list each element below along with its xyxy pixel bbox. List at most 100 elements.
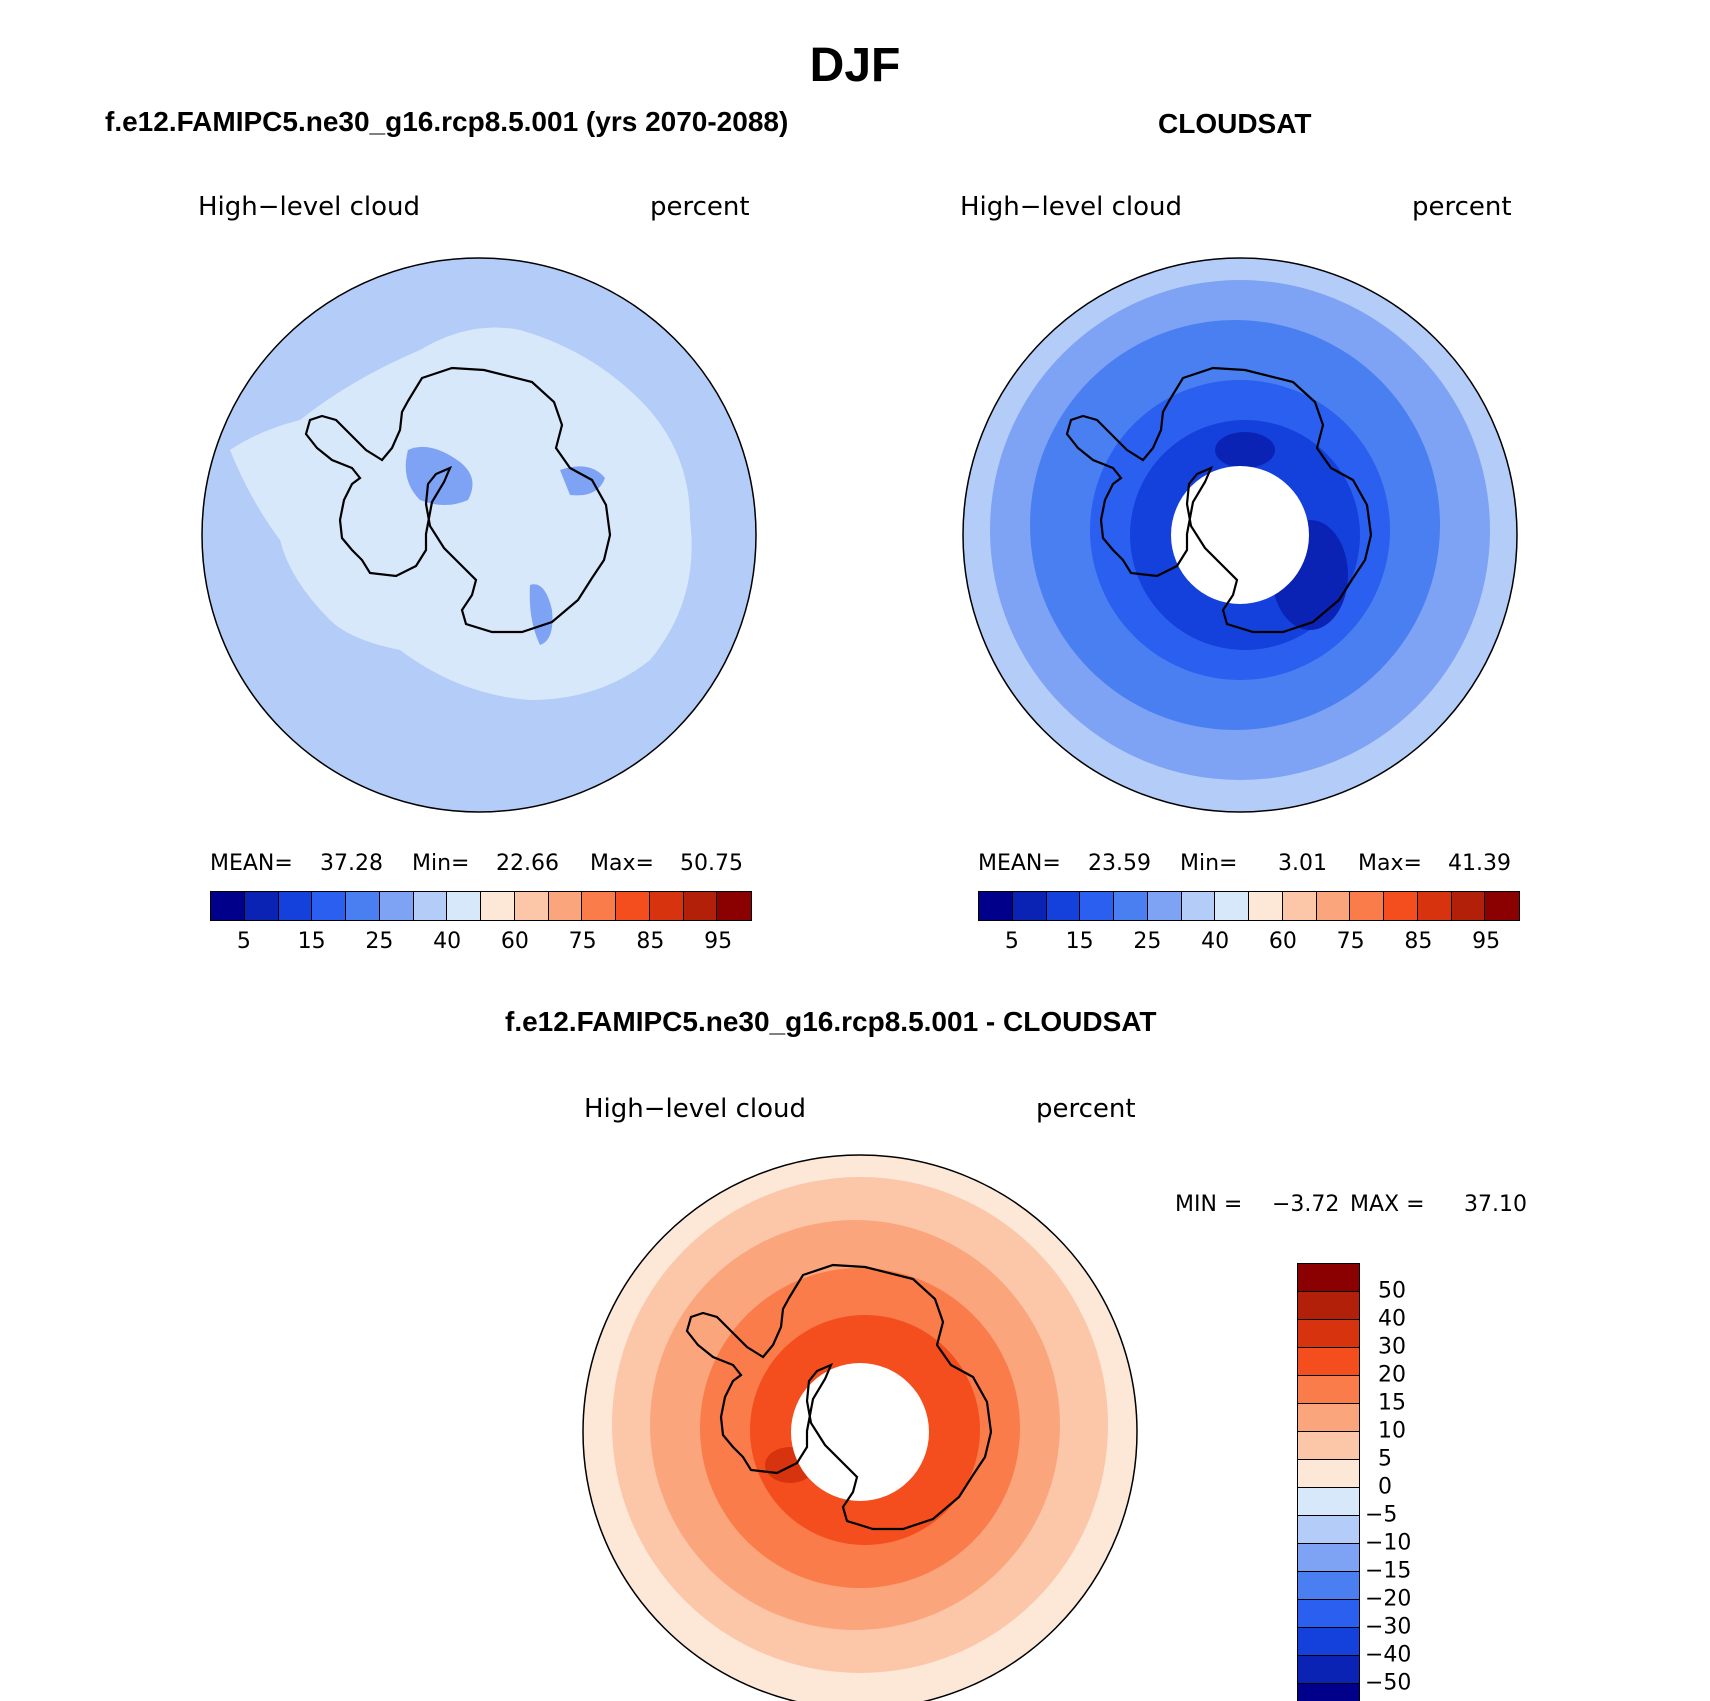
colorbar-swatch — [548, 892, 583, 920]
left-max-value: 50.75 — [680, 851, 743, 876]
colorbar-swatch — [211, 892, 245, 920]
colorbar-swatch — [683, 892, 718, 920]
diff-colorbar-swatch — [1298, 1264, 1359, 1292]
diff-colorbar-swatch — [1298, 1516, 1359, 1544]
diff-colorbar — [1297, 1263, 1360, 1701]
colorbar-swatch — [979, 892, 1013, 920]
diff-colorbar-tick-label: 50 — [1378, 1278, 1406, 1304]
diff-max-value: 37.10 — [1464, 1192, 1527, 1217]
diff-colorbar-swatch — [1298, 1600, 1359, 1628]
diff-variable-label: High−level cloud — [584, 1094, 807, 1124]
left-panel-heading: f.e12.FAMIPC5.ne30_g16.rcp8.5.001 (yrs 2… — [105, 106, 789, 137]
colorbar-tick-label: 25 — [1133, 929, 1162, 954]
diff-colorbar-tick-label: −15 — [1365, 1558, 1412, 1584]
diff-colorbar-tick-label: 30 — [1378, 1334, 1406, 1360]
diff-map — [582, 1154, 1138, 1701]
colorbar-swatch — [1012, 892, 1047, 920]
colorbar-swatch — [447, 892, 481, 920]
left-mean-value: 37.28 — [320, 851, 383, 876]
colorbar-swatch — [346, 892, 380, 920]
diff-colorbar-swatch — [1298, 1544, 1359, 1572]
colorbar-swatch — [1282, 892, 1317, 920]
diff-colorbar-tick-label: −30 — [1365, 1614, 1412, 1640]
diff-colorbar-tick-label: −50 — [1365, 1670, 1412, 1696]
figure-title: DJF — [809, 39, 901, 92]
colorbar-tick-label: 15 — [1065, 929, 1094, 954]
colorbar-swatch — [1147, 892, 1182, 920]
colorbar-swatch — [1215, 892, 1249, 920]
diff-colorbar-swatch — [1298, 1432, 1359, 1460]
colorbar-tick-label: 95 — [704, 929, 733, 954]
colorbar-tick-label: 40 — [433, 929, 462, 954]
colorbar-tick-label: 5 — [236, 929, 251, 954]
colorbar-swatch — [379, 892, 414, 920]
diff-colorbar-swatch — [1298, 1488, 1359, 1516]
diff-stats: MIN = −3.72 MAX = 37.10 — [1175, 1192, 1535, 1222]
diff-colorbar-tick-label: −10 — [1365, 1530, 1412, 1556]
colorbar-tick-label: 60 — [500, 929, 529, 954]
colorbar-swatch — [1350, 892, 1384, 920]
diff-panel-heading: f.e12.FAMIPC5.ne30_g16.rcp8.5.001 - CLOU… — [505, 1006, 1157, 1037]
diff-colorbar-swatch — [1298, 1684, 1359, 1701]
colorbar-swatch — [1114, 892, 1148, 920]
left-mean-label: MEAN= — [210, 851, 293, 876]
left-min-value: 22.66 — [496, 851, 559, 876]
right-max-value: 41.39 — [1448, 851, 1511, 876]
diff-colorbar-tick-label: −20 — [1365, 1586, 1412, 1612]
left-min-label: Min= — [412, 851, 470, 876]
right-panel-heading: CLOUDSAT — [1158, 108, 1312, 139]
diff-colorbar-swatch — [1298, 1292, 1359, 1320]
left-map-light-region — [230, 327, 692, 700]
colorbar-swatch — [717, 892, 751, 920]
diff-colorbar-tick-label: 15 — [1378, 1390, 1406, 1416]
right-min-label: Min= — [1180, 851, 1238, 876]
colorbar-tick-label: 85 — [1404, 929, 1433, 954]
colorbar-tick-label: 95 — [1472, 929, 1501, 954]
left-units-label: percent — [650, 192, 750, 222]
diff-colorbar-tick-label: 10 — [1378, 1418, 1406, 1444]
diff-colorbar-labels: 50 40 30 20 15 10 5 0 −5 −10 −15 −20 −30 −40 −50 — [1365, 1263, 1458, 1701]
colorbar-tick-label: 75 — [568, 929, 597, 954]
diff-colorbar-swatch — [1298, 1404, 1359, 1432]
diff-min-value: −3.72 — [1272, 1192, 1340, 1217]
diff-colorbar-swatch — [1298, 1460, 1359, 1488]
colorbar-swatch — [1485, 892, 1519, 920]
colorbar-tick-label: 15 — [297, 929, 326, 954]
colorbar-swatch — [1181, 892, 1216, 920]
colorbar-swatch — [481, 892, 515, 920]
right-variable-label: High−level cloud — [960, 192, 1183, 222]
right-map-no-data-hole — [1171, 466, 1309, 604]
left-colorbar — [210, 891, 752, 921]
colorbar-swatch — [1451, 892, 1486, 920]
colorbar-tick-label: 5 — [1004, 929, 1019, 954]
colorbar-swatch — [1384, 892, 1418, 920]
left-map-mid-patch — [560, 466, 605, 496]
colorbar-swatch — [1249, 892, 1283, 920]
left-map — [201, 257, 757, 813]
left-map-mid-patch — [529, 584, 553, 645]
diff-units-label: percent — [1036, 1094, 1136, 1124]
left-variable-label: High−level cloud — [198, 192, 421, 222]
diff-colorbar-tick-label: 20 — [1378, 1362, 1406, 1388]
diff-colorbar-swatch — [1298, 1348, 1359, 1376]
left-max-label: Max= — [590, 851, 654, 876]
diff-min-label: MIN = — [1175, 1192, 1243, 1217]
left-map-mid-patch — [405, 446, 473, 505]
diff-colorbar-swatch — [1298, 1656, 1359, 1684]
right-mean-value: 23.59 — [1088, 851, 1151, 876]
diff-colorbar-swatch — [1298, 1628, 1359, 1656]
colorbar-tick-label: 60 — [1268, 929, 1297, 954]
colorbar-tick-label: 25 — [365, 929, 394, 954]
colorbar-swatch — [312, 892, 346, 920]
colorbar-swatch — [413, 892, 448, 920]
diff-colorbar-swatch — [1298, 1572, 1359, 1600]
diff-colorbar-tick-label: 40 — [1378, 1306, 1406, 1332]
colorbar-swatch — [616, 892, 650, 920]
right-units-label: percent — [1412, 192, 1512, 222]
diff-colorbar-tick-label: 5 — [1378, 1446, 1392, 1472]
colorbar-swatch — [649, 892, 684, 920]
diff-colorbar-swatch — [1298, 1320, 1359, 1348]
right-colorbar-labels: 5 15 25 40 60 75 85 95 — [978, 929, 1520, 959]
diff-map-no-data-hole — [791, 1363, 929, 1501]
